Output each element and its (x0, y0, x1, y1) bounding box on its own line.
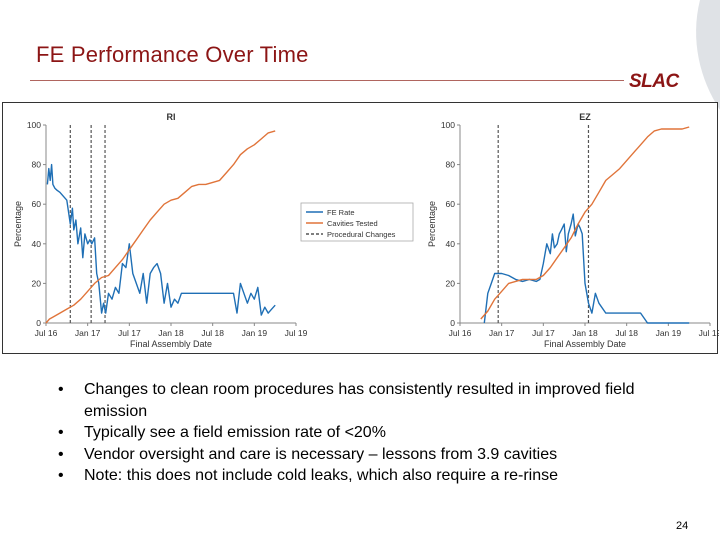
y-tick-label: 80 (446, 160, 456, 170)
bullet-text: Changes to clean room procedures has con… (84, 381, 635, 420)
chart-ri: RI 0 20 40 60 80 100 Jul 16 Jan 17 Jul 17 Jan 18 Ju… (13, 112, 414, 349)
series-line-cavities-tested (45, 130, 276, 324)
y-tick-label: 60 (446, 199, 456, 209)
bullet-icon: • (58, 424, 64, 441)
bullet-text: Vendor oversight and care is necessary –… (84, 445, 558, 463)
chart-title: RI (167, 112, 176, 122)
x-axis-label: Final Assembly Date (130, 339, 212, 349)
x-tick-label: Jul 17 (118, 328, 141, 338)
y-tick-label: 0 (450, 318, 455, 328)
y-tick-label: 20 (446, 278, 456, 288)
bullet-icon: • (58, 381, 64, 398)
legend-box (300, 202, 414, 242)
x-tick-label: Jul 19 (285, 328, 308, 338)
bullet-text: Note: this does not include cold leaks, … (84, 467, 559, 484)
x-tick-label: Jan 18 (572, 328, 598, 338)
series-line-fe-rate (46, 163, 276, 316)
y-axis-label: Percentage (13, 201, 23, 247)
y-tick-label: 100 (27, 120, 41, 130)
chart-figure: RI 0 20 40 60 80 100 Jul 16 Jan 17 Jul 17 Jan 18 Ju… (2, 102, 719, 354)
series-line-cavities-tested (480, 126, 690, 320)
chart-title: EZ (579, 112, 591, 122)
bullet-text: Typically see a field emission rate of <… (84, 424, 386, 441)
x-tick-label: Jan 19 (656, 328, 682, 338)
legend-label: Procedural Changes (327, 230, 396, 239)
slac-logo: SLAC (629, 71, 679, 92)
x-tick-label: Jan 18 (158, 328, 184, 338)
y-axis-label: Percentage (427, 201, 437, 247)
bullet-item: • Changes to clean room procedures has co… (58, 379, 678, 422)
series-line-fe-rate (483, 213, 690, 324)
x-tick-label: Jan 17 (75, 328, 101, 338)
bullet-icon: • (58, 445, 64, 463)
page-number: 24 (676, 520, 689, 532)
x-axis-label: Final Assembly Date (544, 339, 626, 349)
x-tick-label: Jul 16 (35, 328, 58, 338)
y-tick-label: 20 (32, 278, 42, 288)
x-tick-label: Jul 17 (532, 328, 555, 338)
legend-label: FE Rate (327, 208, 355, 217)
y-tick-label: 40 (446, 239, 456, 249)
x-tick-label: Jan 19 (242, 328, 268, 338)
bullet-item: • Note: this does not include cold leaks,… (58, 465, 678, 487)
corner-decoration (696, 0, 720, 110)
bullet-icon: • (58, 467, 64, 484)
y-tick-label: 100 (441, 120, 455, 130)
chart-ez: EZ 0 20 40 60 80 100 Jul 16 Jan 17 Jul 17 Jan 18 Ju… (427, 112, 719, 349)
x-tick-label: Jan 17 (489, 328, 515, 338)
bullet-item: • Typically see a field emission rate of … (58, 422, 678, 444)
legend-label: Cavities Tested (327, 219, 378, 228)
bullet-item: • Vendor oversight and care is necessary … (58, 444, 678, 466)
y-tick-label: 40 (32, 239, 42, 249)
y-tick-label: 80 (32, 160, 42, 170)
y-tick-label: 0 (36, 318, 41, 328)
x-tick-label: Jul 16 (449, 328, 472, 338)
charts-svg: RI 0 20 40 60 80 100 Jul 16 Jan 17 Jul 17 Jan 18 Ju… (13, 112, 719, 349)
slide-title: FE Performance Over Time (36, 42, 309, 67)
x-tick-label: Jul 18 (201, 328, 224, 338)
x-tick-label: Jul 18 (615, 328, 638, 338)
title-rule (30, 80, 624, 81)
x-tick-label: Jul 19 (699, 328, 719, 338)
y-tick-label: 60 (32, 199, 42, 209)
bullet-list: • Changes to clean room procedures has co… (58, 379, 678, 487)
